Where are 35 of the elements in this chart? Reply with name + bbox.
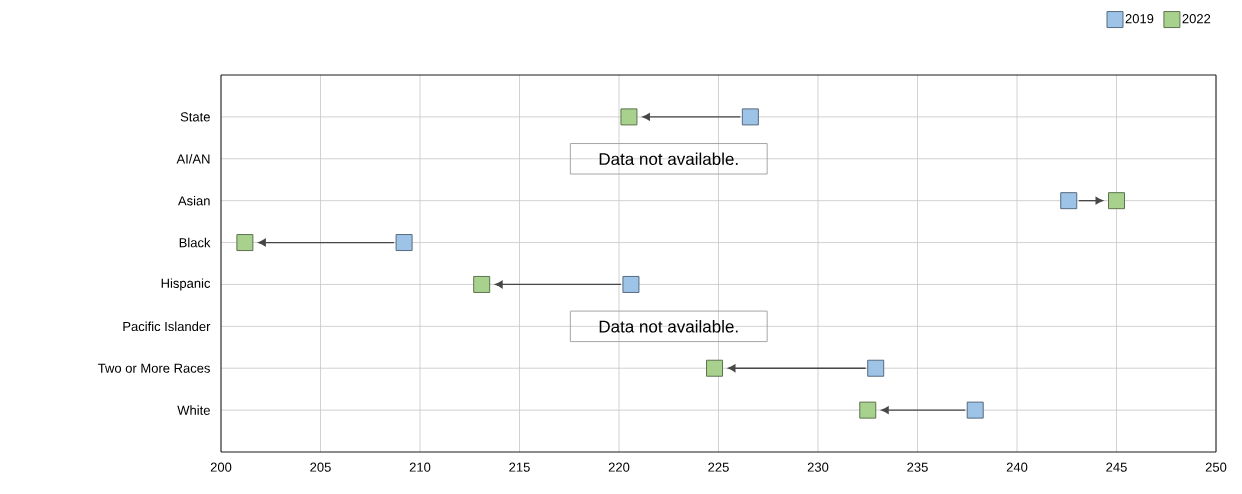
legend-label: 2022 bbox=[1182, 14, 1211, 24]
point bbox=[966, 401, 984, 419]
y-tick-label: State bbox=[180, 112, 210, 122]
point bbox=[622, 275, 640, 293]
y-tick-label: Hispanic bbox=[161, 278, 211, 291]
point bbox=[859, 401, 877, 419]
x-tick-label: 215 bbox=[509, 462, 530, 472]
annotation: Data not available. bbox=[599, 320, 738, 333]
x-tick-label: 235 bbox=[907, 462, 928, 472]
y-tick-label: Asian bbox=[177, 195, 210, 206]
y-tick-label: AI/AN bbox=[176, 154, 210, 164]
x-tick-label: 200 bbox=[210, 462, 232, 472]
x-tick-label: 240 bbox=[1006, 462, 1028, 472]
y-tick-label: Two or More Races bbox=[98, 363, 210, 373]
y-tick-label: Pacific Islander bbox=[123, 321, 211, 332]
x-tick-label: 225 bbox=[708, 462, 729, 472]
x-tick-label: 220 bbox=[608, 462, 630, 472]
y-tick-label: White bbox=[177, 405, 210, 415]
point bbox=[620, 108, 638, 126]
point bbox=[395, 234, 413, 252]
x-tick-label: 245 bbox=[1106, 462, 1127, 472]
y-tick-label: Black bbox=[179, 237, 211, 248]
annotation: Data not available. bbox=[599, 152, 738, 166]
point bbox=[867, 359, 885, 377]
point bbox=[473, 275, 491, 293]
point bbox=[236, 234, 254, 252]
point bbox=[741, 108, 759, 126]
point bbox=[1108, 192, 1126, 210]
x-tick-label: 205 bbox=[310, 462, 331, 472]
x-tick-label: 210 bbox=[409, 462, 431, 472]
x-tick-label: 250 bbox=[1205, 462, 1227, 472]
legend-label: 2019 bbox=[1125, 14, 1154, 24]
point bbox=[706, 359, 724, 377]
point bbox=[1060, 192, 1078, 210]
x-tick-label: 230 bbox=[807, 462, 829, 472]
